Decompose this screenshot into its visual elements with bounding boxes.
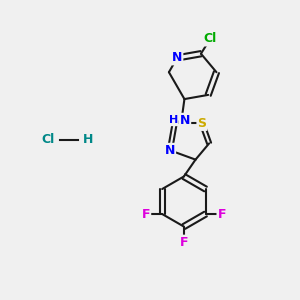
Text: H: H	[83, 133, 93, 146]
Text: F: F	[218, 208, 226, 220]
Text: H: H	[169, 115, 178, 125]
Text: F: F	[142, 208, 150, 220]
Text: Cl: Cl	[203, 32, 216, 46]
Text: S: S	[197, 117, 206, 130]
Text: N: N	[165, 144, 175, 157]
Text: N: N	[180, 114, 190, 127]
Text: N: N	[172, 51, 182, 64]
Text: F: F	[180, 236, 188, 249]
Text: Cl: Cl	[42, 133, 55, 146]
